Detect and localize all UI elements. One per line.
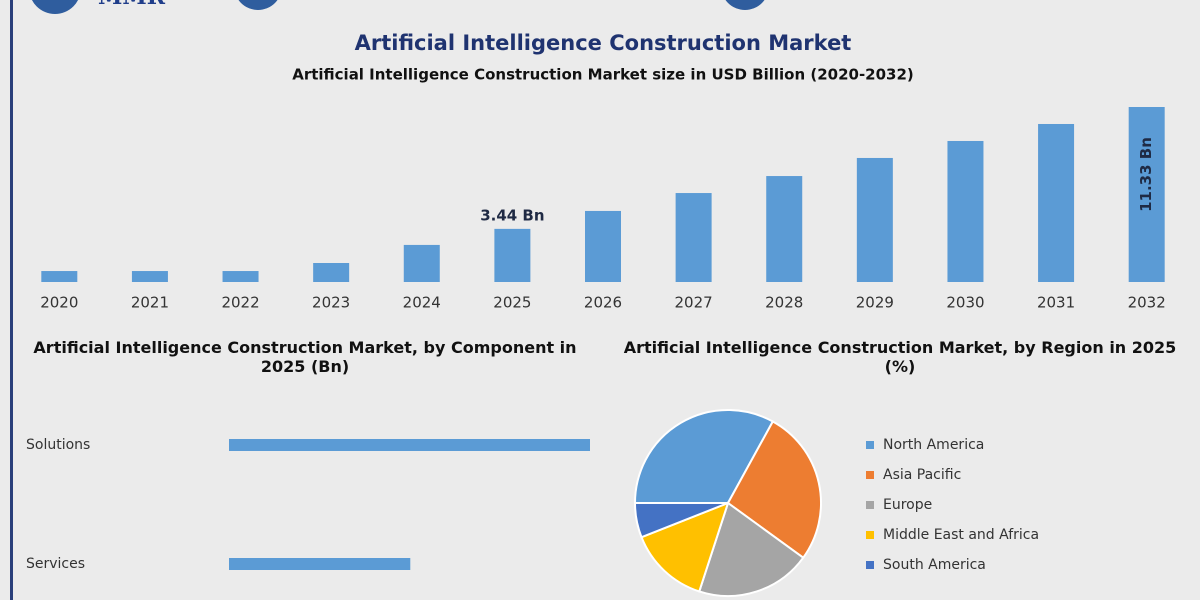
data-label: 3.44 Bn — [480, 206, 544, 224]
legend-label: Middle East and Africa — [883, 527, 1039, 543]
bar — [1128, 107, 1165, 282]
pie-slice — [633, 502, 729, 539]
bar — [313, 263, 350, 282]
frame-line — [10, 0, 13, 600]
x-tick-label: 2022 — [221, 294, 259, 312]
bar — [229, 558, 411, 570]
bar — [494, 228, 531, 282]
header-icon — [238, 0, 278, 10]
logo-icon — [31, 0, 79, 14]
x-tick-label: 2028 — [765, 294, 803, 312]
chart-title: Artificial Intelligence Construction Mar… — [292, 66, 914, 84]
x-tick-label: 2026 — [584, 294, 622, 312]
data-label: 11.33 Bn — [1137, 137, 1155, 212]
legend-swatch — [866, 501, 874, 509]
x-tick-label: 2029 — [856, 294, 894, 312]
x-tick-label: 2020 — [40, 294, 78, 312]
legend-label: Europe — [883, 497, 932, 513]
pie-slice — [726, 420, 822, 560]
x-tick-label: 2021 — [131, 294, 169, 312]
x-tick-label: 2024 — [403, 294, 441, 312]
x-tick-label: 2027 — [675, 294, 713, 312]
header-icon — [725, 0, 765, 10]
pie-slice — [640, 501, 730, 593]
legend-swatch — [866, 441, 874, 449]
x-tick-label: 2032 — [1128, 294, 1166, 312]
y-tick-label: Services — [26, 556, 85, 572]
bar — [947, 140, 984, 282]
bar — [41, 271, 78, 282]
bar — [229, 439, 590, 451]
chart-title: Artificial Intelligence Construction Mar… — [623, 338, 1177, 376]
x-tick-label: 2031 — [1037, 294, 1075, 312]
bar — [222, 271, 259, 282]
legend-label: Asia Pacific — [883, 467, 961, 483]
x-tick-label: 2030 — [946, 294, 984, 312]
pie-slice — [698, 501, 805, 597]
bar — [856, 157, 893, 282]
y-tick-label: Solutions — [26, 437, 90, 453]
bar — [585, 210, 621, 282]
page-title: Artificial Intelligence Construction Mar… — [355, 31, 852, 55]
bar — [403, 244, 440, 282]
bar — [675, 193, 712, 282]
x-tick-label: 2023 — [312, 294, 350, 312]
bar — [131, 271, 168, 282]
legend-swatch — [866, 471, 874, 479]
logo-text: MMR — [98, 0, 166, 10]
chart-title: Artificial Intelligence Construction Mar… — [33, 338, 577, 376]
legend-label: North America — [883, 437, 984, 453]
legend-label: South America — [883, 557, 986, 573]
bar — [766, 176, 803, 282]
legend-swatch — [866, 561, 874, 569]
x-tick-label: 2025 — [493, 294, 531, 312]
pie-slice — [633, 409, 775, 504]
bar — [1038, 123, 1075, 282]
legend-swatch — [866, 531, 874, 539]
